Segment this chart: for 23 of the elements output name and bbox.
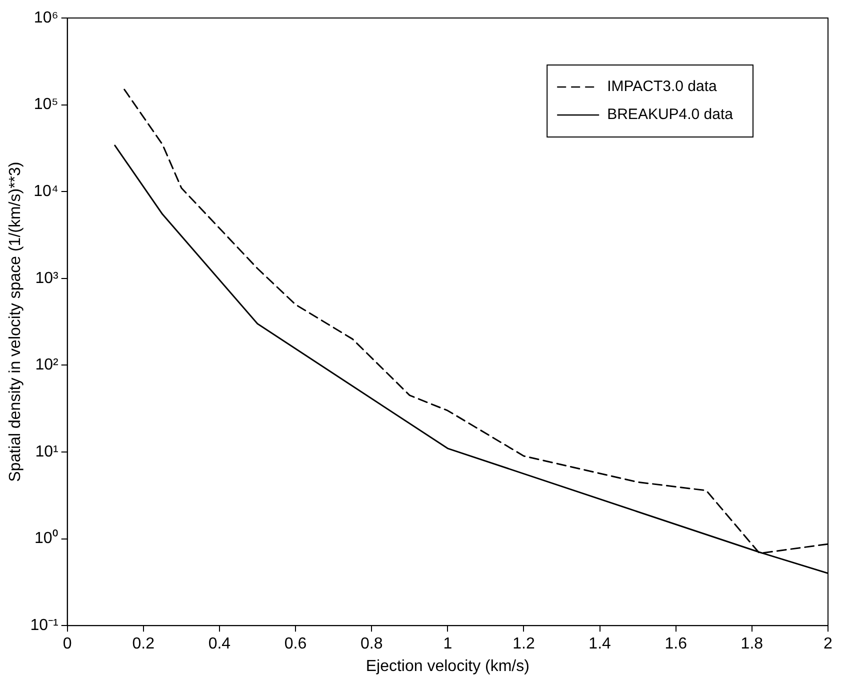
- x-tick-label: 1: [443, 636, 452, 653]
- x-tick-label: 1.6: [664, 636, 688, 653]
- x-tick-label: 1.2: [512, 636, 535, 653]
- x-tick-label: 0.8: [360, 636, 383, 653]
- legend-label: IMPACT3.0 data: [607, 78, 718, 96]
- y-tick-label: 10¹: [35, 443, 58, 460]
- x-axis-title: Ejection velocity (km/s): [366, 658, 530, 675]
- y-tick-label: 10⁰: [34, 529, 58, 548]
- x-tick-label: 0.2: [132, 636, 155, 653]
- y-tick-label: 10⁵: [34, 96, 58, 114]
- y-tick-label: 10⁴: [34, 183, 58, 200]
- y-tick-label: 10²: [35, 356, 59, 374]
- legend-label: BREAKUP4.0 data: [607, 106, 734, 124]
- y-tick-label: 10³: [35, 270, 59, 287]
- x-tick-label: 0: [62, 636, 72, 653]
- y-axis-title: Spatial density in velocity space (1/(km/s)**3): [7, 162, 24, 482]
- y-tick-label: 10⁶: [34, 9, 58, 26]
- y-tick-label: 10⁻¹: [30, 617, 58, 634]
- x-tick-label: 0.4: [208, 636, 231, 653]
- x-tick-label: 1.4: [588, 636, 612, 653]
- x-tick-label: 1.8: [740, 636, 764, 653]
- x-tick-label: 2: [824, 636, 833, 653]
- x-tick-label: 0.6: [284, 636, 307, 653]
